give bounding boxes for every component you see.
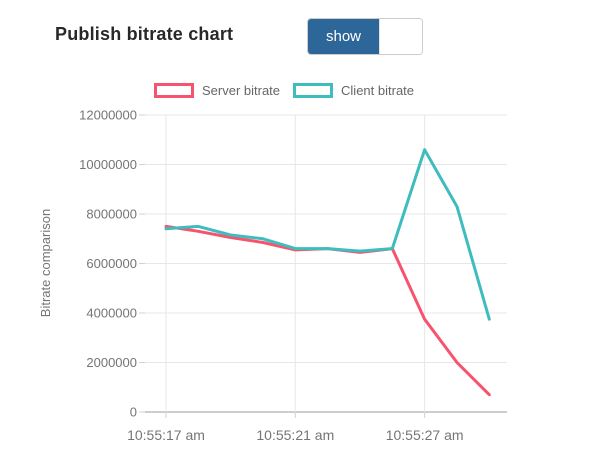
chart-legend: Server bitrate Client bitrate <box>35 82 533 99</box>
y-axis-title: Bitrate comparison <box>38 209 53 317</box>
legend-item-server-bitrate[interactable]: Server bitrate <box>153 83 281 98</box>
y-tick-label: 10000000 <box>79 157 137 172</box>
legend-label: Server bitrate <box>201 83 281 98</box>
server-bitrate-line <box>164 224 491 397</box>
x-tick-label: 10:55:17 am <box>127 427 205 443</box>
y-tick-label: 2000000 <box>86 355 137 370</box>
y-tick-label: 4000000 <box>86 306 137 321</box>
x-tick-label: 10:55:27 am <box>386 427 464 443</box>
client-bitrate-swatch-icon <box>293 83 334 98</box>
show-toggle[interactable]: show <box>307 18 423 55</box>
server-bitrate-swatch-icon <box>153 83 194 98</box>
toggle-on-label[interactable]: show <box>308 19 379 54</box>
legend-label: Client bitrate <box>341 83 415 98</box>
page-title: Publish bitrate chart <box>55 24 234 44</box>
x-tick-label: 10:55:21 am <box>256 427 334 443</box>
y-tick-label: 0 <box>130 405 137 420</box>
toggle-handle[interactable] <box>379 19 422 54</box>
y-tick-label: 6000000 <box>86 256 137 271</box>
y-tick-label: 8000000 <box>86 207 137 222</box>
client-bitrate-line <box>164 148 491 321</box>
y-tick-label: 12000000 <box>79 108 137 123</box>
legend-item-client-bitrate[interactable]: Client bitrate <box>293 83 414 98</box>
